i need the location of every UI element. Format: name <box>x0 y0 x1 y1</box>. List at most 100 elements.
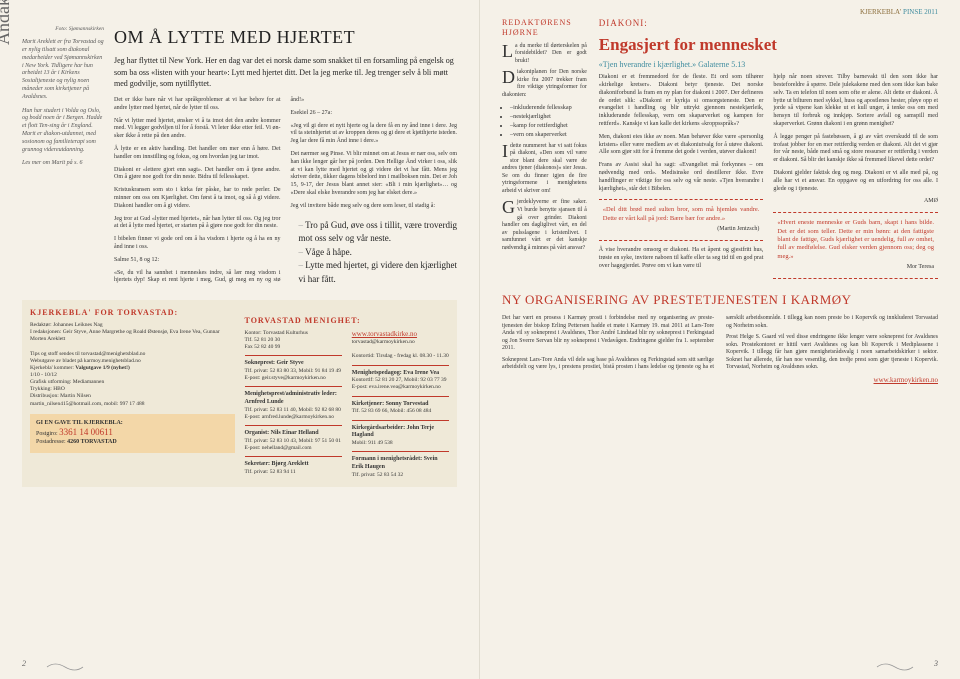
ny-link: www.karmoykirken.no <box>726 376 938 386</box>
article-title: OM Å LYTTE MED HJERTET <box>114 26 457 49</box>
red-header: REDAKTØRENS HJØRNE <box>502 18 587 39</box>
organist-tlf: Tlf. privat: 52 83 10 43, Mobil: 97 51 5… <box>245 438 342 445</box>
page-number: 2 <box>22 659 26 669</box>
footer-col-2: TORVASTAD MENIGHET: Kontor: Torvastad Ku… <box>245 308 450 479</box>
right-top: REDAKTØRENS HJØRNE La du merke til dørte… <box>502 18 938 280</box>
sokneprest: Sokneprest: Geir Styve <box>245 360 304 366</box>
header-issue: KJERKEBLA' PINSE 2011 <box>860 8 938 17</box>
ny-p: Prost Helge S. Gaard vil ved disse endri… <box>726 334 938 372</box>
bullet: –nestekjærlighet <box>510 113 587 121</box>
body-p: Å lytte er en aktiv handling. Det handle… <box>114 146 281 162</box>
tips: Tips og stoff sendes til torvastad@menig… <box>30 351 235 358</box>
distrib-e: martin_nilsen415@hotmail.com, mobil: 997… <box>30 401 235 408</box>
attrib: Mor Teresa <box>777 264 934 272</box>
body-p: Jeg vil invitere både meg selv og dere s… <box>291 203 458 211</box>
body-p: I bibelen finner vi gode ord om å ha vis… <box>114 236 281 252</box>
sokne-tlf: Tlf. privat: 52 83 80 33, Mobil: 91 84 1… <box>245 368 342 375</box>
sekr-tlf: Tlf. privat: 52 83 94 11 <box>245 469 342 476</box>
kontortid: Kontortid: Tirsdag - fredag kl. 08.30 - … <box>352 353 449 360</box>
diak-p: Men, diakoni eies ikke av noen. Man behø… <box>599 134 764 157</box>
grafisk: Grafisk utforming: Mediamannen <box>30 379 235 386</box>
menped-tlf: Kontortlf: 52 81 20 27, Mobil: 92 03 77 … <box>352 377 449 384</box>
main-article: OM Å LYTTE MED HJERTET Jeg har flyttet t… <box>114 26 457 290</box>
diak-p: Diakoni er et fremmedord for de fleste. … <box>599 74 764 129</box>
fax: Fax 52 82 40 99 <box>245 344 342 351</box>
flourish-icon <box>875 661 915 673</box>
body-p: Diakoni er «lettere gjort enn sagt». Det… <box>114 167 281 183</box>
website-link[interactable]: www.torvastadkirke.no <box>352 330 417 338</box>
pq-line: – Tro på Gud, øve oss i tillit, være tro… <box>299 219 458 246</box>
menprest-e: E-post: arnfred.lunde@karmoykirken.no <box>245 414 342 421</box>
diak-sub: «Tjen hverandre i kjærlighet.» Galaterne… <box>599 60 938 70</box>
body-p: Kristuskransen som sto i kirka før påske… <box>114 187 281 210</box>
diak-p: hjelp når noen strever. Tilby barnevakt … <box>773 74 938 129</box>
diak-body: Diakoni er et fremmedord for de fleste. … <box>599 74 938 280</box>
diak-label: DIAKONI: <box>599 18 938 30</box>
kommer: Kjerkebla' kommer: Valgutgave 1/9 (nyhet… <box>30 365 235 372</box>
kirketj-tlf: Tlf. 52 83 69 66, Mobil: 456 08 484 <box>352 408 449 415</box>
sig: AMØ <box>773 198 938 206</box>
sidebar-p2: Hun har studert i Volda og Oslo, og bodd… <box>22 108 104 155</box>
sekr: Sekretær: Bjørg Areklett <box>245 461 309 467</box>
script-label: Andakt <box>0 0 15 45</box>
bullet: –inkluderende fellesskap <box>510 104 587 112</box>
article-intro: Jeg har flyttet til New York. Her en dag… <box>114 55 457 89</box>
pq-line: – Lytte med hjertet, gi videre den kjærl… <box>299 259 458 286</box>
pq-line: – Våge å håpe. <box>299 246 458 260</box>
body-p: Esekiel 26 – 27a: <box>291 110 458 118</box>
diak-title: Engasjert for mennesket <box>599 34 938 56</box>
ny-body: Det har vært en prosess i Karmøy prosti … <box>502 315 938 386</box>
diak-p: Frans av Assisi skal ha sagt: «Evangelie… <box>599 162 764 193</box>
link-e: torvastad@karmoykirken.no <box>352 339 449 346</box>
contact-col-b: www.torvastadkirke.no torvastad@karmoyki… <box>352 330 449 479</box>
kjerkebla-footer: KJERKEBLA' FOR TORVASTAD: Redaktør: Joha… <box>22 300 457 487</box>
formann-tlf: Tlf. privat: 52 83 54 32 <box>352 472 449 479</box>
ired-row: I redaksjonen: Geir Styve, Anne Margreth… <box>30 329 235 343</box>
menped-e: E-post: eva.irene.vea@karmoykirken.no <box>352 384 449 391</box>
bullets: –inkluderende fellesskap –nestekjærlighe… <box>502 104 587 139</box>
ny-p: Det har vært en prosess i Karmøy prosti … <box>502 315 714 353</box>
footer-col-1: KJERKEBLA' FOR TORVASTAD: Redaktør: Joha… <box>30 308 235 479</box>
torv-title: TORVASTAD MENIGHET: <box>245 316 450 326</box>
sokne-e: E-post: geir.styve@karmoykirken.no <box>245 375 342 382</box>
body-p: Når vi lytter med hjertet, ønsker vi å t… <box>114 118 281 141</box>
kirketj: Kirketjener: Sonny Torvestad <box>352 401 429 407</box>
red-p: Idette nummeret har vi satt fokus på dia… <box>502 143 587 196</box>
left-columns: Foto: Sjømannskirken Marit Areklett er f… <box>22 26 457 290</box>
menprest: Menighetsprest/administrativ leder: Arnf… <box>245 391 337 405</box>
body-p: Det er ikke bare når vi har språkproblem… <box>114 97 281 113</box>
organist-e: E-post: nehelland@gmail.com <box>245 445 342 452</box>
body-p: Salme 51, 8 og 12: <box>114 257 281 265</box>
kirkeg-tlf: Mobil: 911 49 538 <box>352 440 449 447</box>
kjerk-title: KJERKEBLA' FOR TORVASTAD: <box>30 308 235 318</box>
organist: Organist: Nils Einar Helland <box>245 430 319 436</box>
article-body: Det er ikke bare når vi har språkproblem… <box>114 97 457 290</box>
dates: 1/10 - 10/12 <box>30 372 235 379</box>
formann: Formann i menighetsrådet: Svein Erik Hau… <box>352 456 438 470</box>
body-p: Det nærmer seg Pinse. Vi blir minnet om … <box>291 151 458 198</box>
contact-col-a: Kontor: Torvastad Kulturhus Tlf. 52 81 2… <box>245 330 342 479</box>
torvastad-block: TORVASTAD MENIGHET: Kontor: Torvastad Ku… <box>245 316 450 479</box>
diakoni-article: DIAKONI: Engasjert for mennesket «Tjen h… <box>599 18 938 280</box>
flourish-icon <box>45 661 85 673</box>
photo-credit: Foto: Sjømannskirken <box>22 26 104 33</box>
kirkeg: Kirkegårdsarbeider: John Terje Hagland <box>352 425 434 439</box>
page-number: 3 <box>934 659 938 669</box>
quote-box-1: «Del ditt brød med sulten bror, som må h… <box>599 199 764 241</box>
bullet: –kamp for rettferdighet <box>510 122 587 130</box>
gift-box: GI EN GAVE TIL KJERKEBLA: Postgiro: 3361… <box>30 414 235 453</box>
redaktor-row: Redaktør: Johannes Leiknes Nag <box>30 322 235 329</box>
body-p: «Jeg vil gi dere et nytt hjerte og la de… <box>291 123 458 146</box>
red-p: Gjerdeklyverne er fine saker. Vi burde b… <box>502 199 587 252</box>
menped: Menighetspedagog: Eva Irene Vea <box>352 370 439 376</box>
red-p: La du merke til dørterskelen på forsideb… <box>502 43 587 66</box>
page-right: KJERKEBLA' PINSE 2011 REDAKTØRENS HJØRNE… <box>480 0 960 679</box>
tlf: Tlf. 52 81 20 30 <box>245 337 342 344</box>
contact-cols: Kontor: Torvastad Kulturhus Tlf. 52 81 2… <box>245 330 450 479</box>
diak-p: Diakoni gjelder faktisk deg og meg. Dia­… <box>773 170 938 193</box>
sidebar-p3: Les mer om Marit på s. 6 <box>22 160 104 168</box>
redaktorens-hjorne: REDAKTØRENS HJØRNE La du merke til dørte… <box>502 18 587 280</box>
webutg: Webutgave av bladet på karmoy.menighetsb… <box>30 358 235 365</box>
diak-p: Å vise hverandre omsorg er diakoni. Ha e… <box>599 247 764 270</box>
page-left: Andakt Foto: Sjømannskirken Marit Arekle… <box>0 0 480 679</box>
